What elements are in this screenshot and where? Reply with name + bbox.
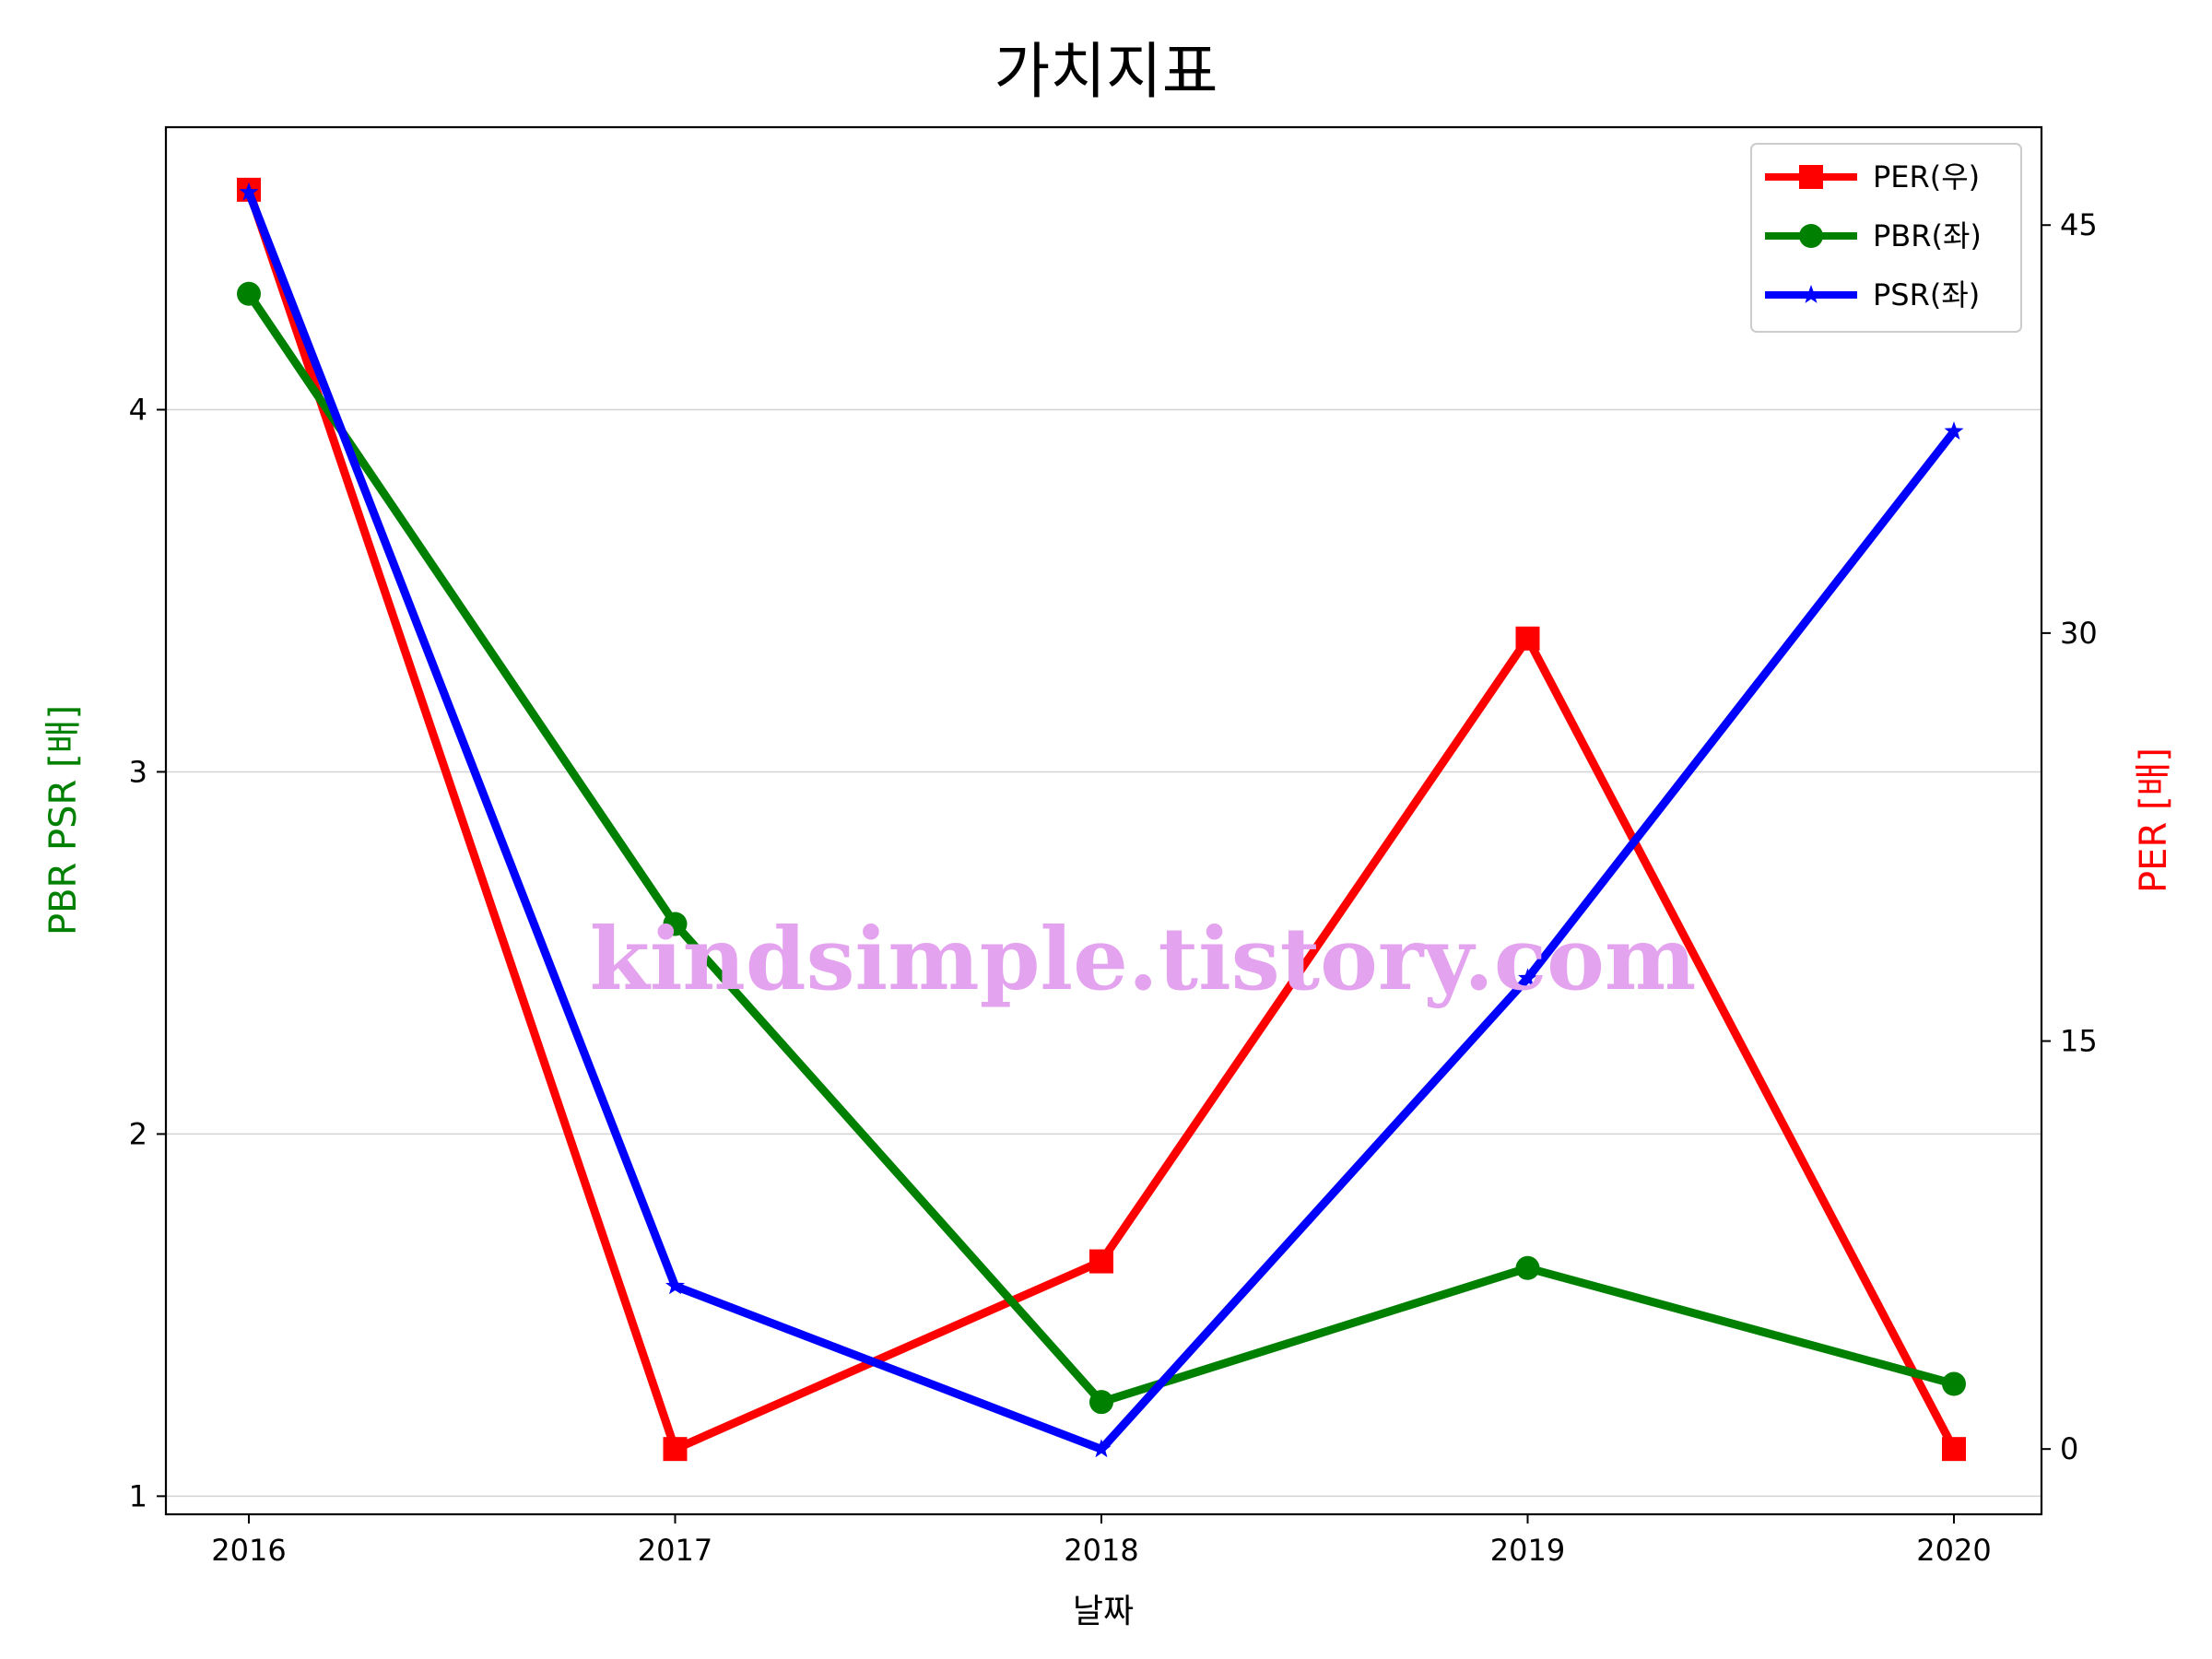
chart-title: 가치지표 <box>994 36 1218 107</box>
left-tick-label: 4 <box>129 393 147 428</box>
legend-label: PSR(좌) <box>1873 277 1980 312</box>
right-tick-label: 15 <box>2060 1024 2098 1059</box>
x-tick-label: 2019 <box>1490 1533 1565 1568</box>
data-point <box>1089 1249 1113 1274</box>
data-point <box>1515 1255 1540 1280</box>
data-point <box>1518 968 1537 987</box>
data-point <box>1091 1439 1112 1458</box>
left-tick-label: 3 <box>129 754 147 789</box>
left-axis-label: PBR PSR [배] <box>42 705 85 935</box>
data-point <box>239 182 259 201</box>
data-point <box>237 281 261 306</box>
plot-frame <box>164 125 2043 1516</box>
legend-box <box>1750 143 2022 333</box>
x-tick-label: 2018 <box>1064 1533 1138 1568</box>
right-axis-label: PER [배] <box>2133 747 2175 893</box>
left-tick-label: 2 <box>129 1116 147 1151</box>
watermark: kindsimple.tistory.com <box>590 909 1697 1010</box>
left-tick-label: 1 <box>129 1478 147 1513</box>
legend-marker <box>1799 224 1823 248</box>
legend-marker <box>1799 165 1823 189</box>
series-circle <box>237 281 1966 1415</box>
data-point <box>1942 1371 1966 1396</box>
x-tick-label: 2020 <box>1916 1533 1991 1568</box>
data-point <box>663 1437 688 1462</box>
data-point <box>1089 1390 1113 1415</box>
right-axis: 0 15 30 45 <box>2041 207 2098 1466</box>
data-point <box>665 1276 685 1295</box>
legend-label: PBR(좌) <box>1873 218 1982 253</box>
right-tick-label: 0 <box>2060 1431 2078 1466</box>
series-layer <box>237 177 1966 1462</box>
legend-marker <box>1801 285 1821 303</box>
left-axis: 1 2 3 4 <box>129 393 166 1513</box>
data-point <box>663 912 688 936</box>
x-tick-label: 2017 <box>638 1533 712 1568</box>
legend: PER(우) PBR(좌) PSR(좌) <box>1750 143 2022 333</box>
x-axis-label: 날짜 <box>1073 1593 1134 1630</box>
x-axis: 2016 2017 2018 2019 2020 <box>211 1514 1992 1568</box>
data-point <box>1515 626 1540 651</box>
series-star <box>239 182 1964 1458</box>
data-point <box>1944 421 1964 440</box>
right-tick-label: 45 <box>2060 207 2098 242</box>
data-point <box>1942 1437 1966 1462</box>
legend-label: PER(우) <box>1873 159 1980 194</box>
series-square <box>237 177 1966 1462</box>
right-tick-label: 30 <box>2060 616 2098 651</box>
x-tick-label: 2016 <box>211 1533 286 1568</box>
